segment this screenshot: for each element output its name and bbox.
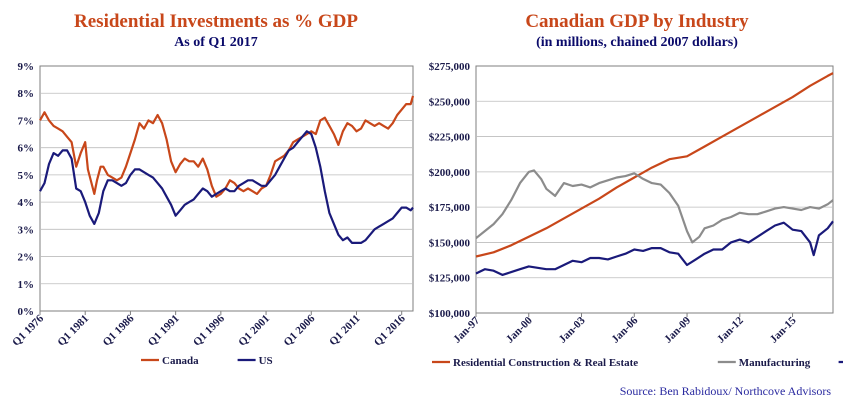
- left-chart-title: Residential Investments as % GDP: [74, 11, 358, 32]
- left-chart-y-tick-label: 7%: [18, 115, 35, 127]
- left-chart-y-tick-label: 8%: [18, 88, 35, 100]
- left-chart-y-tick-label: 2%: [18, 252, 35, 264]
- right-chart-series-line-manufacturing: [475, 169, 834, 244]
- left-chart-subtitle: As of Q1 2017: [174, 35, 258, 50]
- left-chart-y-tick-label: 6%: [18, 143, 35, 155]
- left-chart-x-tick-label: Q1 2011: [327, 313, 362, 348]
- right-chart-x-tick-label: Jan-09: [662, 314, 693, 345]
- right-chart-x-tick-label: Jan-12: [715, 314, 746, 345]
- right-chart-subtitle: (in millions, chained 2007 dollars): [536, 35, 738, 50]
- right-chart-x-tick-label: Jan-00: [504, 314, 535, 345]
- right-chart-x-tick-label: Jan-06: [609, 314, 640, 345]
- right-chart-series-line-energy: [475, 220, 834, 276]
- left-chart-y-tick-label: 0%: [18, 306, 35, 318]
- left-chart-y-tick-label: 4%: [18, 197, 35, 209]
- right-chart-y-tick-label: $275,000: [429, 61, 471, 73]
- left-chart: 0%1%2%3%4%5%6%7%8%9%Q1 1976 Q1 1981 Q1 198…: [10, 61, 415, 367]
- right-chart-y-tick-label: $150,000: [429, 237, 471, 249]
- left-chart-x-tick-label: Q1 2001: [236, 313, 272, 349]
- right-chart-y-tick-label: $175,000: [429, 202, 471, 214]
- right-chart-y-tick-label: $125,000: [429, 273, 471, 285]
- left-chart-x-tick-label: Q1 2006: [281, 312, 317, 348]
- left-chart-y-tick-label: 5%: [18, 170, 35, 182]
- left-chart-x-tick-label: Q1 1996: [191, 312, 227, 348]
- right-chart-x-tick-label: Jan-15: [768, 314, 799, 345]
- left-chart-y-tick-label: 3%: [18, 224, 35, 236]
- right-chart-plot-frame: [475, 65, 834, 314]
- source-note: Source: Ben Rabidoux/ Northcove Advisors: [619, 384, 831, 398]
- left-chart-legend-label: US: [259, 355, 273, 367]
- left-chart-y-tick-label: 9%: [18, 61, 35, 73]
- right-chart-legend-label: Manufacturing: [739, 357, 811, 369]
- left-chart-x-tick-label: Q1 1986: [101, 312, 137, 348]
- left-chart-legend-label: Canada: [162, 355, 199, 367]
- right-chart-series-line-residential-construction-real-estate: [475, 72, 834, 258]
- left-chart-series-line-canada: [39, 95, 415, 198]
- right-chart: $100,000 $125,000 $150,000 $175,000 $200,000…: [429, 61, 843, 369]
- left-chart-plot-frame: [39, 65, 414, 312]
- right-chart-y-tick-label: $200,000: [429, 167, 471, 179]
- left-chart-x-tick-label: Q1 2016: [372, 312, 408, 348]
- right-chart-title: Canadian GDP by Industry: [525, 11, 749, 32]
- right-chart-y-tick-label: $250,000: [429, 96, 471, 108]
- left-chart-x-tick-label: Q1 1991: [146, 313, 182, 349]
- right-chart-legend-label: Residential Construction & Real Estate: [453, 357, 638, 369]
- right-chart-x-tick-label: Jan-03: [557, 314, 588, 345]
- left-chart-series-line-us: [39, 130, 414, 244]
- left-chart-x-tick-label: Q1 1981: [55, 313, 91, 349]
- left-chart-y-tick-label: 1%: [18, 279, 35, 291]
- right-chart-y-tick-label: $225,000: [429, 132, 471, 144]
- right-chart-y-tick-label: $100,000: [429, 308, 471, 320]
